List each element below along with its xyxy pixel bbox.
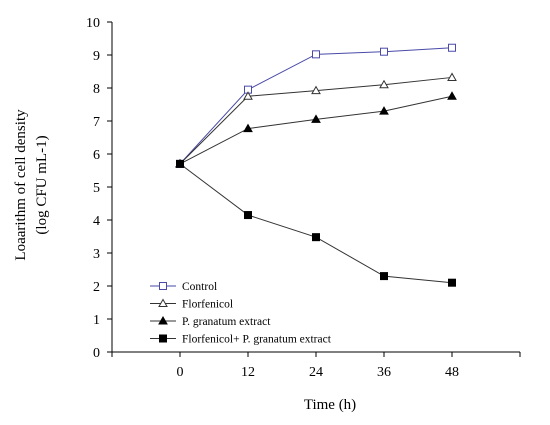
legend-marker [158, 298, 168, 307]
series-line-2 [179, 95, 453, 165]
series-line-0 [179, 47, 453, 165]
x-tick-label: 36 [377, 365, 391, 380]
y-ticks: 0 1 2 3 4 5 6 7 8 9 10 [86, 16, 112, 361]
y-tick-label: 7 [93, 115, 100, 130]
data-point [311, 114, 321, 123]
y-axis-title-line2: (log CFU mL-1) [34, 135, 50, 234]
data-point [380, 47, 388, 56]
legend-marker [158, 315, 168, 325]
data-point [312, 50, 320, 59]
data-point [379, 79, 389, 89]
legend-label: P. granatum extract [182, 316, 271, 328]
legend-marker [159, 334, 167, 343]
data-point [243, 123, 253, 133]
y-tick-label: 1 [93, 313, 100, 328]
data-point [312, 233, 320, 242]
data-point [244, 211, 252, 220]
y-tick-label: 10 [86, 16, 100, 31]
legend: Control Florfenicol P. granatum extract Flo… [150, 281, 332, 346]
series-line-3 [179, 163, 453, 284]
y-tick-label: 2 [93, 280, 100, 295]
x-tick-label: 12 [241, 365, 255, 380]
y-tick-label: 5 [93, 181, 100, 196]
data-point [380, 272, 388, 281]
y-tick-label: 0 [93, 346, 100, 361]
series-markers [175, 43, 457, 287]
legend-label: Florfenicol+ P. granatum extract [182, 334, 332, 346]
data-point [379, 106, 389, 115]
y-tick-label: 6 [93, 148, 100, 163]
data-point [447, 91, 457, 100]
series-lines [179, 47, 453, 284]
y-tick-label: 4 [93, 214, 100, 229]
y-tick-label: 9 [93, 49, 100, 64]
data-point [243, 91, 253, 100]
axes [111, 22, 520, 353]
data-point [176, 159, 184, 168]
x-ticks: 0 12 24 36 48 [111, 352, 521, 380]
data-point [311, 85, 321, 95]
x-tick-label: 24 [309, 365, 323, 380]
y-tick-label: 8 [93, 82, 100, 97]
legend-marker [159, 282, 167, 290]
y-tick-label: 3 [93, 247, 100, 262]
x-tick-label: 0 [177, 365, 184, 380]
x-tick-label: 48 [445, 365, 459, 380]
y-axis-title-line1: Loaarithm of cell density [13, 109, 29, 261]
data-point [448, 278, 456, 287]
legend-label: Control [182, 281, 217, 293]
legend-label: Florfenicol [182, 299, 233, 311]
x-axis-title: Time (h) [304, 397, 356, 413]
data-point [448, 43, 456, 52]
data-point [447, 72, 457, 81]
